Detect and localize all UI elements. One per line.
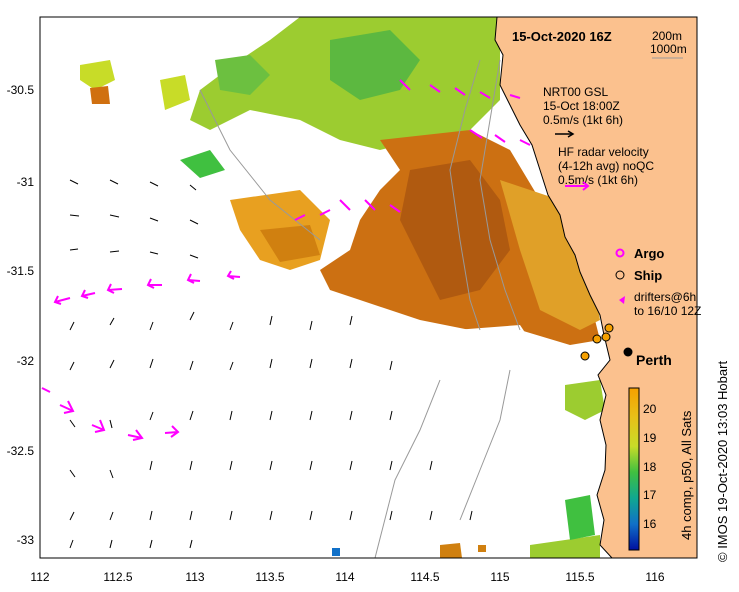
lon-tick: 113.5 [255,570,284,584]
cbar-tick: 18 [643,460,657,474]
lat-tick: -30.5 [7,83,35,97]
lat-tick: -31.5 [7,264,35,278]
lon-tick: 115 [490,570,509,584]
map-title: 15-Oct-2020 16Z [512,29,612,44]
cbar-tick: 20 [643,402,657,416]
radar-current-arrows [41,79,531,441]
model-legend-line: 0.5m/s (1kt 6h) [543,113,623,127]
land-mass [494,17,697,558]
lon-tick: 113 [185,570,204,584]
latitude-axis: -30.5 -31 -31.5 -32 -32.5 -33 [7,83,35,547]
cbar-tick: 19 [643,431,657,445]
marker-legend: Argo Ship drifters@6h to 16/10 12Z [615,246,701,318]
bathy-legend-1000: 1000m [650,42,687,56]
cbar-tick: 17 [643,488,657,502]
cbar-tick: 16 [643,517,657,531]
radar-legend-line: 0.5m/s (1kt 6h) [558,173,638,187]
lat-tick: -33 [17,533,35,547]
drifter-label: drifters@6h [634,290,696,304]
model-current-arrows [69,179,473,549]
lon-tick: 114.5 [410,570,439,584]
ship-symbol [615,270,625,280]
model-legend-line: NRT00 GSL [543,85,608,99]
longitude-axis: 112 112.5 113 113.5 114 114.5 115 115.5 … [30,570,664,584]
colorbar-ticks: 20 19 18 17 16 [643,402,657,531]
argo-symbol [615,248,625,258]
lat-tick: -32 [17,354,35,368]
colorbar [628,387,640,551]
colorbar-label: 4h comp, p50, All Sats [679,410,694,540]
drifter-symbol [619,296,625,304]
ship-label: Ship [634,268,662,283]
ship-markers [580,323,614,361]
lat-tick: -32.5 [7,444,35,458]
lat-tick: -31 [17,175,35,189]
current-legend: NRT00 GSL 15-Oct 18:00Z 0.5m/s (1kt 6h) … [543,85,654,191]
credit-text: © IMOS 19-Oct-2020 13:03 Hobart [715,361,730,562]
model-legend-line: 15-Oct 18:00Z [543,99,620,113]
bathy-legend-200: 200m [652,29,682,43]
drifter-label: to 16/10 12Z [634,304,701,318]
perth-marker [623,347,633,357]
plot-frame [39,16,698,559]
radar-legend-line: (4-12h avg) noQC [558,159,654,173]
lon-tick: 116 [645,570,664,584]
lon-tick: 115.5 [565,570,594,584]
city-label: Perth [636,352,672,368]
radar-legend-line: HF radar velocity [558,145,649,159]
lon-tick: 114 [335,570,354,584]
argo-label: Argo [634,246,664,261]
lon-tick: 112.5 [103,570,132,584]
lon-tick: 112 [30,570,49,584]
